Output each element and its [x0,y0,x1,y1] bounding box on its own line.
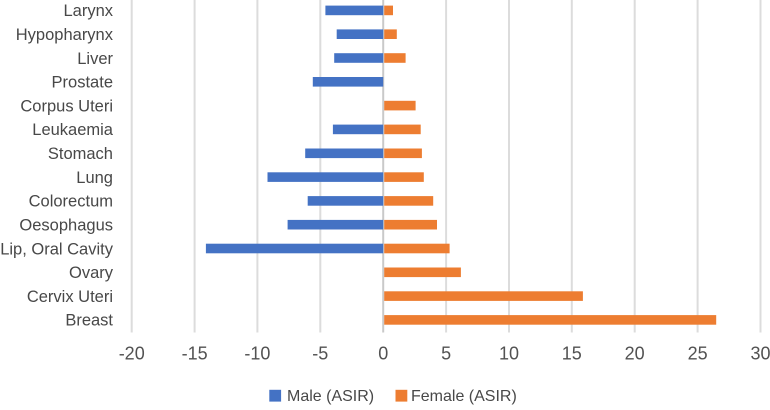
svg-text:Prostate: Prostate [52,74,113,92]
svg-text:Corpus Uteri: Corpus Uteri [20,97,113,115]
svg-text:25: 25 [688,344,708,364]
svg-text:Male (ASIR): Male (ASIR) [287,388,374,405]
svg-text:5: 5 [441,344,451,364]
svg-text:10: 10 [499,344,519,364]
svg-text:Lip, Oral Cavity: Lip, Oral Cavity [0,240,114,258]
svg-text:30: 30 [750,344,770,364]
svg-text:Lung: Lung [76,169,113,187]
svg-text:Colorectum: Colorectum [29,193,113,211]
svg-text:Leukaemia: Leukaemia [32,121,114,139]
svg-text:Larynx: Larynx [63,2,113,20]
svg-text:Stomach: Stomach [48,145,113,163]
svg-text:20: 20 [625,344,645,364]
svg-text:-10: -10 [244,344,270,364]
svg-text:Oesophagus: Oesophagus [19,217,113,235]
svg-text:Liver: Liver [77,50,113,68]
svg-text:Ovary: Ovary [69,264,114,282]
svg-text:0: 0 [378,344,388,364]
svg-text:Hypopharynx: Hypopharynx [16,26,114,44]
svg-text:15: 15 [562,344,582,364]
svg-text:-15: -15 [182,344,208,364]
svg-text:-20: -20 [119,344,145,364]
svg-text:Breast: Breast [65,312,113,330]
svg-text:-5: -5 [312,344,328,364]
svg-text:Female (ASIR): Female (ASIR) [411,388,517,405]
svg-text:Cervix Uteri: Cervix Uteri [27,288,113,306]
